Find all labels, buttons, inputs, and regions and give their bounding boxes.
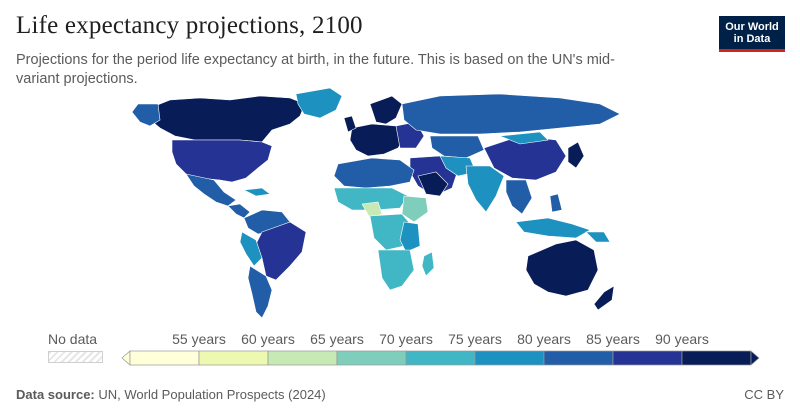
horn-of-africa[interactable] [401,195,429,223]
north-africa[interactable] [333,157,415,189]
legend-arrow-left [121,350,131,366]
no-data-swatch[interactable] [48,351,103,363]
legend-bin-1[interactable] [198,350,269,366]
legend-label-5: 75 years [448,331,502,347]
legend-label-7: 85 years [586,331,640,347]
nigeria[interactable] [361,201,383,219]
no-data-label: No data [48,331,98,347]
legend-arrow-right [750,350,760,366]
central-america[interactable] [227,203,251,219]
legend-label-1: 55 years [172,331,226,347]
western-europe[interactable] [349,123,407,157]
data-source-text[interactable]: UN, World Population Prospects (2024) [94,387,326,402]
color-legend[interactable] [120,348,760,370]
mongolia[interactable] [499,131,549,145]
legend-label-2: 60 years [241,331,295,347]
logo-line-2: in Data [733,32,771,45]
canada[interactable] [147,95,306,143]
southern-africa[interactable] [377,249,415,291]
indonesia[interactable] [515,217,591,239]
russia[interactable] [401,93,621,135]
legend-label-4: 70 years [379,331,433,347]
legend-bin-4[interactable] [405,350,476,366]
legend-bin-6[interactable] [543,350,614,366]
usa[interactable] [171,139,273,183]
south-america-region [239,209,307,319]
chart-title: Life expectancy projections, 2100 [16,12,363,39]
uk-ireland[interactable] [343,115,357,133]
africa-region [333,157,435,291]
asia-region [401,93,621,239]
legend-bin-8[interactable] [681,350,752,366]
alaska[interactable] [131,103,161,127]
madagascar[interactable] [421,251,435,277]
legend-bin-2[interactable] [267,350,338,366]
greenland[interactable] [295,87,343,119]
legend-label-3: 65 years [310,331,364,347]
argentina-chile[interactable] [247,265,273,319]
north-america-region [131,87,343,219]
legend-bin-7[interactable] [612,350,683,366]
philippines[interactable] [549,193,563,213]
papua-new-guinea[interactable] [585,231,611,243]
chart-subtitle: Projections for the period life expectan… [16,52,615,87]
logo-line-1: Our World [725,20,779,33]
kazakhstan-central-asia[interactable] [429,135,485,159]
data-source-prefix: Data source: [16,387,95,402]
peru-bolivia[interactable] [239,231,263,267]
saudi-gulf[interactable] [417,171,449,197]
scandinavia[interactable] [369,95,403,125]
caribbean[interactable] [242,187,271,197]
new-zealand[interactable] [593,285,615,311]
legend-bin-5[interactable] [474,350,545,366]
legend-label-8: 90 years [655,331,709,347]
europe-region [343,95,425,157]
sahel[interactable] [333,187,409,211]
southeast-asia[interactable] [505,179,533,215]
owid-logo[interactable]: Our World in Data [719,16,785,52]
license-link[interactable]: CC BY [744,387,784,402]
india-south-asia[interactable] [465,165,505,213]
oceania-region [525,231,615,311]
legend-bin-3[interactable] [336,350,407,366]
legend-bin-0[interactable] [129,350,200,366]
australia[interactable] [525,239,599,297]
data-source: Data source: UN, World Population Prospe… [16,387,326,402]
japan-korea[interactable] [567,141,585,169]
east-africa[interactable] [399,221,421,253]
legend-label-6: 80 years [517,331,571,347]
